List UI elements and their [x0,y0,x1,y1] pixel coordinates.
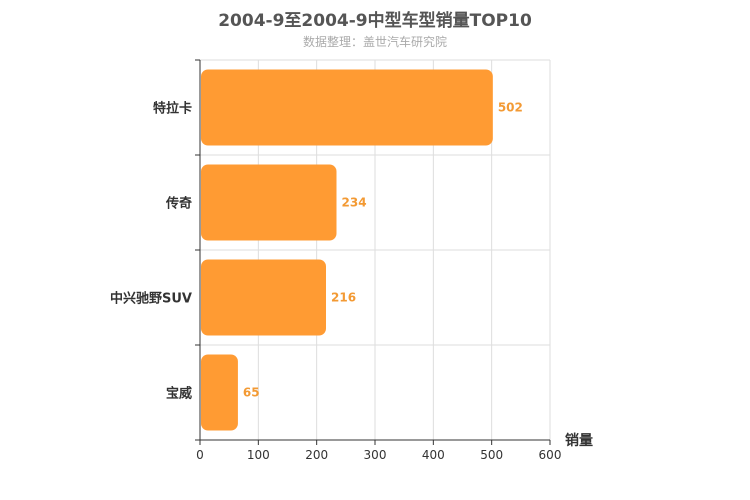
bars [201,69,493,431]
x-tick-label-0: 0 [196,448,204,462]
x-tick-label-200: 200 [305,448,328,462]
chart-title: 2004-9至2004-9中型车型销量TOP10 [218,11,532,31]
axes [195,59,551,445]
category-label-1: 特拉卡 [153,101,192,117]
x-axis-title: 销量 [565,432,593,449]
category-label-3: 中兴驰野SUV [110,291,192,307]
x-tick-label-100: 100 [247,448,270,462]
bar-2 [201,164,337,241]
bar-4 [201,354,238,431]
x-tick-label-500: 500 [480,448,503,462]
value-label-1: 502 [498,101,523,115]
bar-3 [201,259,326,336]
x-tick-label-400: 400 [422,448,445,462]
category-label-4: 宝威 [166,386,192,402]
labels: 502 特拉卡 234 传奇 216 中兴驰野SUV 65 宝威 0 100 200 300 400 50… [110,101,593,463]
bar-1 [201,69,493,146]
x-tick-label-300: 300 [364,448,387,462]
category-label-2: 传奇 [165,196,192,212]
chart-subtitle: 数据整理：盖世汽车研究院 [302,35,447,49]
value-label-4: 65 [243,386,260,400]
value-label-2: 234 [342,196,367,210]
value-label-3: 216 [331,291,356,305]
x-tick-label-600: 600 [539,448,562,462]
